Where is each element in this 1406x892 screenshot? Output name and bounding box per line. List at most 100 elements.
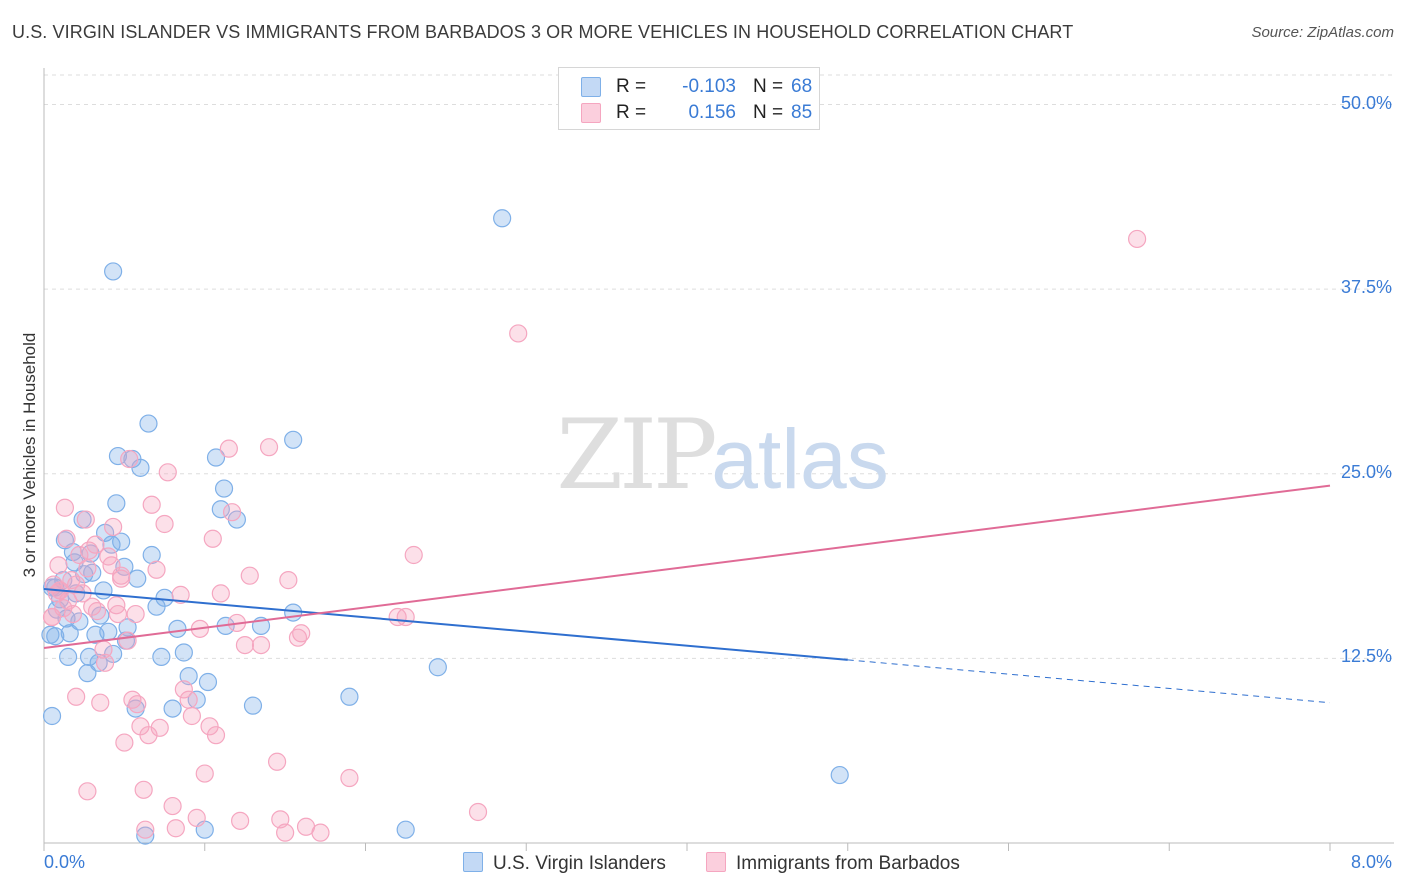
legend-n-label: N = <box>753 102 784 123</box>
point-virgin-islanders <box>396 820 415 839</box>
point-virgin-islanders <box>41 625 60 644</box>
legend-n-value: 68 <box>791 76 813 97</box>
point-virgin-islanders <box>139 414 158 433</box>
point-virgin-islanders <box>112 532 131 551</box>
point-virgin-islanders <box>108 446 128 466</box>
x-tick-right: 8.0% <box>1350 852 1392 872</box>
point-barbados <box>63 604 83 624</box>
point-barbados <box>108 604 128 624</box>
point-barbados <box>76 510 95 529</box>
point-virgin-islanders <box>42 706 62 726</box>
point-barbados <box>126 604 145 624</box>
point-barbados <box>1127 229 1147 249</box>
point-barbados <box>120 449 139 469</box>
y-tick-label: 37.5% <box>1340 277 1392 298</box>
point-barbados <box>187 808 206 827</box>
watermark-zip: ZIP <box>556 399 715 511</box>
point-barbados <box>158 463 177 482</box>
point-barbados <box>115 733 134 752</box>
point-barbados <box>240 566 259 585</box>
point-barbados <box>57 529 76 548</box>
point-barbados <box>182 706 201 726</box>
point-barbados <box>163 796 182 816</box>
legend-item-virgin-islanders: U.S. Virgin Islanders <box>463 852 666 875</box>
watermark: ZIP atlas <box>556 399 888 511</box>
point-barbados <box>231 811 250 830</box>
point-barbados <box>203 529 222 548</box>
point-virgin-islanders <box>243 696 263 715</box>
point-virgin-islanders <box>60 624 79 643</box>
point-virgin-islanders <box>104 262 123 281</box>
point-barbados <box>267 752 287 771</box>
point-barbados <box>276 823 295 842</box>
point-virgin-islanders <box>128 569 147 588</box>
point-barbados <box>118 631 137 650</box>
legend-swatch-blue <box>463 852 483 872</box>
point-barbados <box>86 535 105 554</box>
point-barbados <box>91 693 110 712</box>
point-virgin-islanders <box>155 588 174 607</box>
legend-r-value: -0.103 <box>682 76 736 97</box>
legend-n-value: 85 <box>791 102 813 123</box>
point-virgin-islanders <box>70 612 89 631</box>
point-virgin-islanders <box>284 603 303 622</box>
legend-r-value: 0.156 <box>688 102 736 123</box>
legend-r-label: R = <box>616 102 647 123</box>
watermark-atlas: atlas <box>711 412 888 506</box>
legend-n-label: N = <box>753 76 784 97</box>
point-barbados <box>340 768 359 788</box>
point-virgin-islanders <box>163 699 182 718</box>
point-virgin-islanders <box>94 581 113 600</box>
point-barbados <box>251 635 271 655</box>
point-barbados <box>200 717 219 736</box>
point-barbados <box>78 559 97 578</box>
point-barbados <box>311 823 330 842</box>
point-barbados <box>49 556 68 575</box>
legend-item-barbados: Immigrants from Barbados <box>706 852 960 875</box>
point-virgin-islanders <box>206 448 226 467</box>
point-virgin-islanders <box>214 479 234 498</box>
point-virgin-islanders <box>118 618 137 637</box>
point-barbados <box>70 545 89 565</box>
point-barbados <box>155 514 174 534</box>
point-barbados <box>67 575 86 594</box>
point-barbados <box>171 585 190 604</box>
point-barbados <box>78 782 97 801</box>
point-virgin-islanders <box>99 622 118 641</box>
point-barbados <box>55 498 74 517</box>
source-label: Source: ZipAtlas.com <box>1251 24 1394 41</box>
point-barbados <box>67 687 86 706</box>
series-virgin-islanders <box>41 209 849 845</box>
legend-swatch-blue <box>581 77 601 97</box>
trend-line-virgin-islanders <box>43 587 848 661</box>
trend-line-barbados <box>43 484 1331 650</box>
point-virgin-islanders <box>59 647 78 667</box>
point-virgin-islanders <box>78 664 97 683</box>
point-barbados <box>222 503 242 522</box>
point-barbados <box>128 695 147 714</box>
point-barbados <box>259 438 279 457</box>
legend-swatch-pink <box>706 852 726 872</box>
point-barbados <box>134 780 153 799</box>
point-barbados <box>139 726 158 745</box>
point-barbados <box>150 718 169 737</box>
point-barbados <box>42 607 62 627</box>
point-barbados <box>195 764 214 783</box>
series-barbados <box>42 229 1147 842</box>
point-barbados <box>292 624 311 643</box>
point-barbados <box>166 819 185 838</box>
y-tick-label: 50.0% <box>1340 92 1392 113</box>
point-virgin-islanders <box>168 619 187 638</box>
point-barbados <box>179 690 198 709</box>
point-barbados <box>104 517 123 537</box>
y-tick-label: 25.0% <box>1340 461 1392 482</box>
point-barbados <box>136 820 155 839</box>
point-virgin-islanders <box>136 826 155 845</box>
point-virgin-islanders <box>284 430 303 449</box>
point-virgin-islanders <box>830 765 849 785</box>
point-barbados <box>404 545 423 565</box>
x-tick-left: 0.0% <box>44 852 86 872</box>
point-barbados <box>206 726 226 745</box>
y-tick-label: 12.5% <box>1340 646 1392 667</box>
